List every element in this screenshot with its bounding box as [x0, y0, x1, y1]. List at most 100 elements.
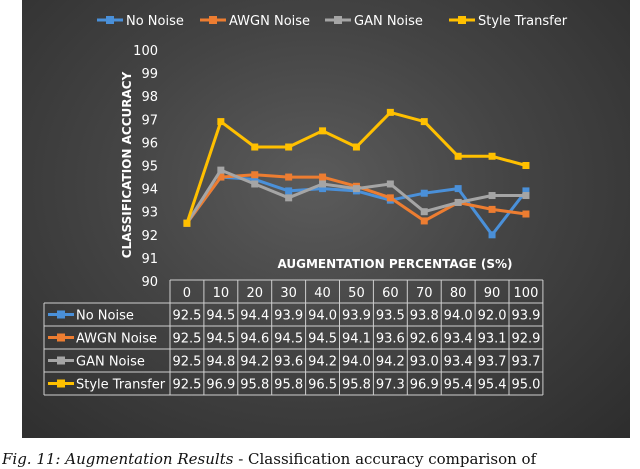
data-point	[386, 108, 394, 116]
x-tick-label: 80	[450, 286, 467, 301]
data-point	[251, 171, 259, 179]
table-series-label: GAN Noise	[76, 355, 145, 370]
data-label: 93.4	[444, 332, 473, 347]
data-label: 93.1	[478, 332, 507, 347]
table-legend-marker	[57, 379, 65, 388]
x-tick-label: 10	[213, 286, 230, 301]
y-axis-title: CLASSIFICATION ACCURACY	[120, 71, 134, 258]
data-label: 94.0	[444, 309, 473, 324]
data-label: 95.4	[444, 378, 473, 393]
data-point	[352, 143, 360, 151]
legend-label: AWGN Noise	[229, 14, 310, 29]
data-label: 95.0	[511, 378, 540, 393]
data-label: 92.9	[511, 332, 540, 347]
data-point	[454, 198, 462, 206]
y-tick-label: 100	[133, 44, 158, 59]
data-label: 94.2	[240, 355, 269, 370]
y-tick-label: 90	[141, 275, 158, 290]
data-label: 93.7	[478, 355, 507, 370]
data-label: 94.5	[206, 309, 235, 324]
data-point	[386, 194, 394, 202]
x-axis-title: AUGMENTATION PERCENTAGE (S%)	[277, 257, 512, 271]
data-label: 94.1	[342, 332, 371, 347]
data-label: 96.9	[410, 378, 439, 393]
data-point	[217, 166, 225, 174]
x-tick-label: 20	[246, 286, 263, 301]
data-label: 97.3	[376, 378, 405, 393]
x-tick-label: 50	[348, 286, 365, 301]
data-label: 92.5	[172, 378, 201, 393]
data-label: 94.0	[342, 355, 371, 370]
data-label: 94.4	[240, 309, 269, 324]
x-tick-label: 70	[416, 286, 433, 301]
legend-label: No Noise	[126, 14, 184, 29]
data-point	[285, 143, 293, 151]
data-point	[420, 217, 428, 225]
data-point	[386, 180, 394, 188]
data-label: 93.9	[342, 309, 371, 324]
data-label: 93.6	[274, 355, 303, 370]
data-point	[420, 118, 428, 126]
data-point	[522, 162, 530, 169]
data-point	[285, 173, 293, 181]
table-legend-marker	[57, 333, 65, 342]
y-tick-label: 97	[141, 113, 158, 128]
data-label: 95.4	[478, 378, 507, 393]
data-label: 93.5	[376, 309, 405, 324]
data-label: 94.2	[308, 355, 337, 370]
data-point	[488, 192, 496, 200]
data-label: 92.6	[410, 332, 439, 347]
data-point	[285, 187, 293, 195]
data-label: 93.4	[444, 355, 473, 370]
x-tick-label: 30	[280, 286, 297, 301]
data-point	[251, 143, 259, 151]
line-chart: No Noise AWGN Noise GAN Noise Style Transfe…	[43, 14, 544, 396]
y-tick-label: 94	[141, 183, 158, 198]
chart-panel	[22, 0, 630, 438]
legend-swatch-marker	[334, 16, 342, 24]
data-label: 96.5	[308, 378, 337, 393]
data-point	[488, 231, 496, 239]
legend-swatch-marker	[458, 16, 466, 24]
data-label: 93.8	[410, 309, 439, 324]
data-label: 93.9	[511, 309, 540, 324]
x-tick-label: 100	[514, 286, 539, 301]
data-point	[522, 187, 530, 195]
caption-text: - Classification accuracy comparison of	[233, 450, 537, 468]
data-point	[183, 219, 191, 227]
x-tick-label: 0	[183, 286, 191, 301]
data-label: 95.8	[274, 378, 303, 393]
data-label: 93.9	[274, 309, 303, 324]
legend-label: GAN Noise	[354, 14, 423, 29]
data-label: 92.0	[478, 309, 507, 324]
y-tick-label: 92	[141, 229, 158, 244]
data-label: 94.6	[240, 332, 269, 347]
x-tick-label: 90	[484, 286, 501, 301]
data-label: 92.5	[172, 332, 201, 347]
data-point	[319, 185, 327, 193]
data-point	[488, 152, 496, 160]
y-tick-label: 91	[141, 252, 158, 267]
data-point	[319, 173, 327, 181]
y-tick-label: 99	[141, 67, 158, 82]
data-label: 94.5	[308, 332, 337, 347]
table-series-label: AWGN Noise	[76, 332, 157, 347]
data-label: 95.8	[342, 378, 371, 393]
data-point	[319, 180, 327, 188]
table-series-label: Style Transfer	[76, 378, 166, 393]
series-line	[185, 168, 526, 225]
y-tick-label: 93	[141, 206, 158, 221]
legend-swatch-marker	[209, 16, 217, 24]
data-label: 93.7	[511, 355, 540, 370]
data-point	[251, 180, 259, 188]
data-label: 94.5	[274, 332, 303, 347]
data-point	[217, 118, 225, 126]
legend-swatch-marker	[106, 16, 114, 24]
y-tick-label: 95	[141, 160, 158, 175]
data-label: 95.8	[240, 378, 269, 393]
data-point	[522, 210, 530, 218]
data-label: 94.8	[206, 355, 235, 370]
data-point	[251, 175, 259, 183]
data-point	[217, 173, 225, 181]
table-series-label: No Noise	[76, 309, 134, 324]
